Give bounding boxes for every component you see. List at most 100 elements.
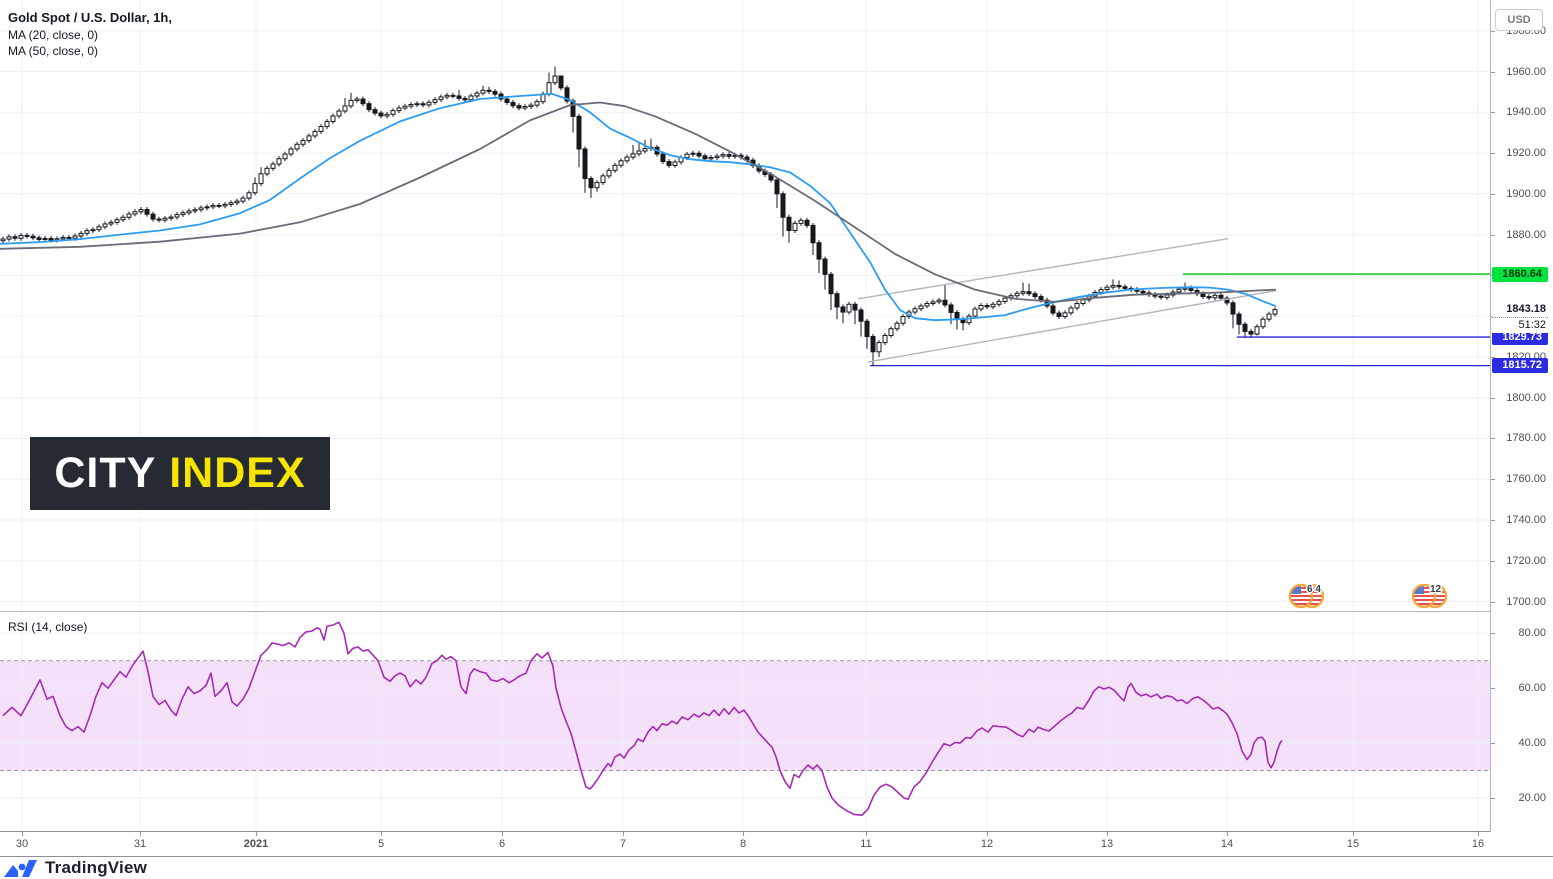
rsi-tick-dash xyxy=(1491,633,1495,634)
rsi-tick-dash xyxy=(1491,688,1495,689)
horizontal-level-lines xyxy=(870,273,1490,367)
currency-toggle-button[interactable]: USD xyxy=(1495,9,1543,31)
price-tick-label: 1740.00 xyxy=(1506,513,1546,526)
time-tick-label: 2021 xyxy=(243,838,269,850)
time-tick-label: 12 xyxy=(980,838,994,850)
time-tick-label: 31 xyxy=(133,838,147,850)
time-tick-dash xyxy=(1353,832,1354,836)
last-price-value: 1843.18 xyxy=(1506,302,1546,315)
tradingview-wordmark: TradingView xyxy=(45,858,148,877)
rsi-tick-label: 40.00 xyxy=(1518,737,1546,750)
city-index-logo-city: CITY xyxy=(54,449,157,497)
rsi-indicator-label[interactable]: RSI (14, close) xyxy=(8,620,88,634)
price-scale[interactable]: USD 1980.001960.001940.001920.001900.001… xyxy=(1491,0,1553,856)
time-axis-bottom-border xyxy=(0,856,1553,857)
price-tick-label: 1760.00 xyxy=(1506,473,1546,486)
candlestick-series xyxy=(0,66,1278,366)
time-tick-label: 6 xyxy=(498,838,506,850)
time-tick-dash xyxy=(1227,832,1228,836)
ma20-legend-row[interactable]: MA (20, close, 0) xyxy=(8,28,99,42)
rsi-line xyxy=(2,621,1283,816)
time-tick-label: 16 xyxy=(1471,838,1485,850)
logo-space xyxy=(156,449,169,498)
economic-event-markers: 6 4 12 xyxy=(1288,583,1448,609)
price-tick-label: 1900.00 xyxy=(1506,187,1546,200)
price-tick-dash xyxy=(1491,438,1495,439)
time-tick-label: 11 xyxy=(860,838,872,850)
time-tick-label: 5 xyxy=(377,838,385,850)
level-price-label-blue: 1815.72 xyxy=(1492,358,1548,374)
bar-countdown: 51:32 xyxy=(1492,316,1548,333)
time-tick-label: 7 xyxy=(619,838,627,850)
chart-legend: Gold Spot / U.S. Dollar, 1h, MA (20, clo… xyxy=(8,8,172,59)
price-scale-border xyxy=(1490,0,1491,856)
time-axis[interactable]: 30 31 2021 5 6 7 8 11 12 13 14 15 16 xyxy=(0,832,1553,856)
level-price-label-blue: 1829.73 xyxy=(1492,329,1548,345)
trendline-channel xyxy=(857,237,1277,363)
time-tick-label: 30 xyxy=(15,838,29,850)
time-tick-dash xyxy=(987,832,988,836)
ma20-line xyxy=(0,93,1277,322)
city-index-logo-index: INDEX xyxy=(169,449,306,497)
rsi-tick-label: 20.00 xyxy=(1518,791,1546,804)
price-tick-dash xyxy=(1491,153,1495,154)
price-tick-dash xyxy=(1491,602,1495,603)
price-tick-label: 1960.00 xyxy=(1506,65,1546,78)
time-tick-dash xyxy=(623,832,624,836)
time-tick-dash xyxy=(1107,832,1108,836)
rsi-tick-label: 60.00 xyxy=(1518,682,1546,695)
ma50-line xyxy=(0,101,1277,303)
us-flag-event-icon[interactable]: 12 xyxy=(1411,583,1448,609)
price-tick-dash xyxy=(1491,31,1495,32)
rsi-pane-canvas[interactable] xyxy=(0,612,1490,831)
last-price-label: 1843.18 51:32 xyxy=(1492,301,1548,333)
rsi-tick-label: 80.00 xyxy=(1518,627,1546,640)
time-axis-top-border xyxy=(0,831,1553,832)
price-grid xyxy=(0,0,1490,611)
time-tick-dash xyxy=(502,832,503,836)
price-tick-label: 1940.00 xyxy=(1506,106,1546,119)
time-tick-dash xyxy=(866,832,867,836)
time-tick-dash xyxy=(140,832,141,836)
footer-bar: TradingView xyxy=(0,857,1553,879)
time-tick-dash xyxy=(381,832,382,836)
price-tick-dash xyxy=(1491,357,1495,358)
time-tick-dash xyxy=(743,832,744,836)
time-tick-dash xyxy=(256,832,257,836)
rsi-band xyxy=(0,660,1490,771)
svg-text:6 4: 6 4 xyxy=(1307,584,1321,595)
price-tick-dash xyxy=(1491,479,1495,480)
price-tick-label: 1880.00 xyxy=(1506,228,1546,241)
time-tick-label: 15 xyxy=(1346,838,1360,850)
price-tick-dash xyxy=(1491,561,1495,562)
price-tick-label: 1800.00 xyxy=(1506,391,1546,404)
price-pane-canvas[interactable]: 6 4 12 xyxy=(0,0,1490,611)
price-tick-dash xyxy=(1491,398,1495,399)
price-tick-dash xyxy=(1491,112,1495,113)
price-tick-dash xyxy=(1491,72,1495,73)
time-tick-label: 14 xyxy=(1220,838,1234,850)
time-tick-dash xyxy=(1478,832,1479,836)
tradingview-logo-icon xyxy=(4,860,37,877)
svg-text:12: 12 xyxy=(1430,584,1442,595)
rsi-tick-dash xyxy=(1491,743,1495,744)
price-tick-dash xyxy=(1491,194,1495,195)
pane-separator[interactable] xyxy=(0,611,1553,612)
time-tick-dash xyxy=(22,832,23,836)
price-tick-label: 1780.00 xyxy=(1506,432,1546,445)
rsi-grid xyxy=(0,612,1490,831)
price-tick-label: 1700.00 xyxy=(1506,595,1546,608)
city-index-logo: CITY INDEX xyxy=(30,437,330,510)
time-tick-label: 13 xyxy=(1100,838,1114,850)
rsi-tick-dash xyxy=(1491,798,1495,799)
time-tick-label: 8 xyxy=(739,838,747,850)
tradingview-attribution[interactable]: TradingView xyxy=(4,858,147,878)
symbol-title[interactable]: Gold Spot / U.S. Dollar, 1h, xyxy=(8,10,172,25)
ma50-legend-row[interactable]: MA (50, close, 0) xyxy=(8,44,99,58)
price-tick-dash xyxy=(1491,520,1495,521)
us-flag-event-icon[interactable]: 6 4 xyxy=(1288,583,1325,609)
price-tick-dash xyxy=(1491,235,1495,236)
price-tick-label: 1720.00 xyxy=(1506,554,1546,567)
price-tick-label: 1920.00 xyxy=(1506,147,1546,160)
